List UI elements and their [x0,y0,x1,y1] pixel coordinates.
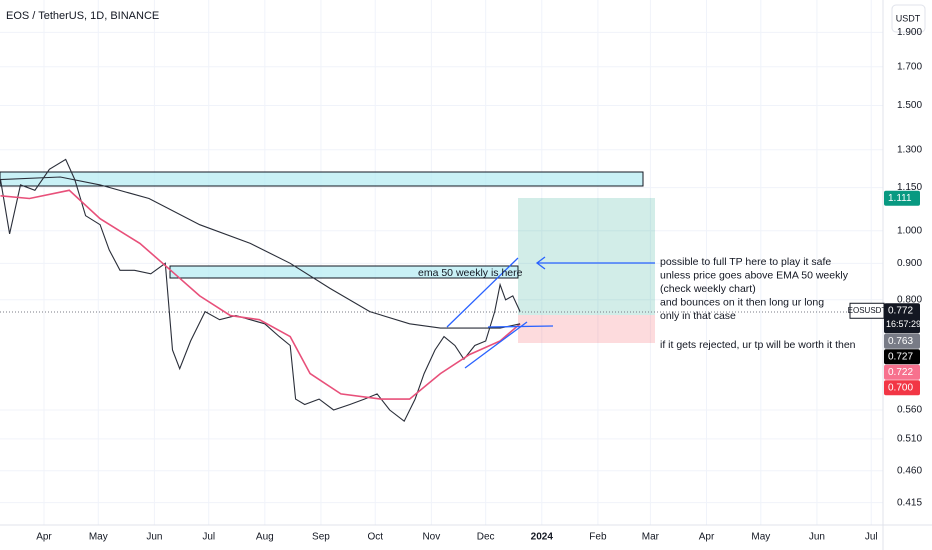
zone-box [0,171,644,187]
target-zone [518,198,655,315]
price-label-text: 0.722 [888,367,913,378]
x-tick-label: Jun [809,532,825,543]
y-tick-label: 0.900 [897,258,922,269]
x-tick-label: Nov [422,532,440,543]
series-line [0,176,521,329]
x-tick-label: Aug [256,532,274,543]
price-label [884,380,920,396]
y-tick-label: 1.150 [897,182,922,193]
y-tick-label: 0.460 [897,465,922,476]
y-tick-label: 1.900 [897,27,922,38]
y-tick-label: 1.500 [897,100,922,111]
price-label [884,190,920,206]
tp-note: unless price goes above EMA 50 weekly [660,269,849,281]
x-tick-label: Oct [367,532,383,543]
axis: 1.900 1.700 1.500 1.300 1.150 1.000 0.900 0.800… [36,27,922,543]
currency-label[interactable]: USDT [896,13,921,23]
series-line [0,158,521,423]
price-label [884,364,920,380]
reject-note: if it gets rejected, ur tp will be worth… [660,339,856,351]
stop-zone [518,315,655,343]
trend-line [487,325,554,328]
grid [0,0,883,525]
x-tick-label: Jul [865,532,878,543]
y-tick-label: 0.800 [897,294,922,305]
x-tick-label: May [89,532,108,543]
trend-line [464,321,528,369]
price-label-text: 0.700 [888,382,913,393]
x-tick-label: Apr [36,532,52,543]
trend-line [446,257,519,328]
price-label-text: 1.111 [888,193,912,204]
y-tick-label: 1.300 [897,144,922,155]
symbol-label-text: EOSUSDT [848,306,887,315]
tp-note: only in that case [660,310,736,322]
notes: possible to full TP here to play it safe… [660,256,849,322]
symbol-title: EOS / TetherUS, 1D, BINANCE [6,10,159,22]
symbol-label [849,302,885,319]
price-label [884,333,920,349]
zone-box [169,265,519,279]
tp-note: (check weekly chart) [660,283,756,295]
x-tick-label: Feb [589,532,607,543]
price-label [884,303,920,334]
y-tick-label: 0.510 [897,434,922,445]
x-tick-label: Sep [312,532,330,543]
currency-button[interactable] [891,4,926,33]
x-tick-label: Jun [146,532,162,543]
arrow-head [535,256,546,270]
y-tick-label: 1.700 [897,61,922,72]
series-line [0,189,521,400]
x-tick-label: Dec [477,532,495,543]
x-tick-label: May [751,532,770,543]
x-tick-label: Jul [202,532,215,543]
price-lines [0,158,521,423]
countdown: 16:57:29 [886,319,921,329]
tp-note: and bounces on it then long ur long [660,296,824,308]
tp-note: possible to full TP here to play it safe [660,256,831,268]
x-tick-label: Apr [699,532,715,543]
y-tick-label: 0.560 [897,405,922,416]
price-label-text: 0.727 [888,351,913,362]
price-label-text: 0.763 [888,336,913,347]
y-tick-label: 0.415 [897,497,922,508]
price-label-text: 0.772 [888,305,913,316]
x-tick-label: Mar [642,532,660,543]
y-tick-label: 1.000 [897,225,922,236]
ema-note: ema 50 weekly is here [418,267,523,279]
price-label [884,349,920,365]
x-tick-label: 2024 [531,532,554,543]
